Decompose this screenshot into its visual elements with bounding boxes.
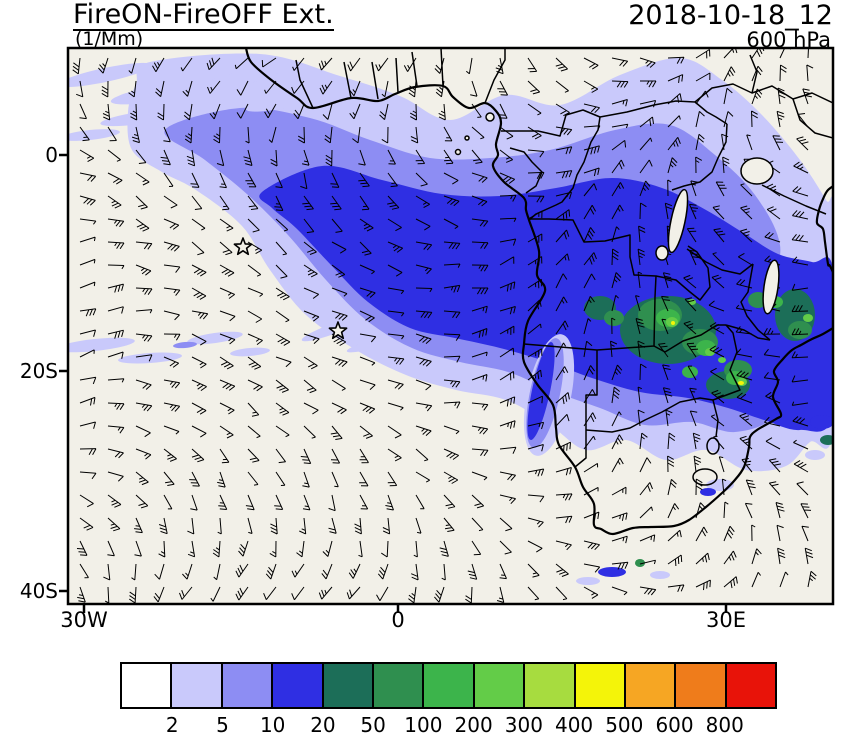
lake-outline bbox=[667, 188, 689, 254]
country-border bbox=[501, 109, 601, 137]
x-axis-tick-label-30w: 30W bbox=[60, 608, 108, 632]
colorbar-cell bbox=[674, 664, 725, 707]
colorbar-cell bbox=[422, 664, 473, 707]
x-axis-tick-label-30e: 30E bbox=[706, 608, 746, 632]
colorbar-cell bbox=[523, 664, 574, 707]
country-border bbox=[295, 59, 314, 109]
map-canvas bbox=[59, 46, 835, 613]
colorbar-tick-label: 50 bbox=[360, 713, 386, 737]
lake-outline bbox=[762, 259, 780, 315]
lake-outline bbox=[740, 157, 774, 185]
colorbar-tick-label: 10 bbox=[259, 713, 286, 737]
country-border bbox=[574, 350, 598, 468]
figure-title: FireON-FireOFF Ext. bbox=[73, 0, 334, 31]
island-outline bbox=[485, 112, 495, 122]
island-outline bbox=[464, 135, 470, 141]
colorbar-tick-label: 20 bbox=[310, 713, 336, 737]
colorbar-tick-label: 100 bbox=[404, 713, 443, 737]
colorbar-cell bbox=[321, 664, 372, 707]
country-border bbox=[655, 245, 711, 301]
star-marker bbox=[233, 237, 253, 256]
country-border bbox=[671, 123, 728, 191]
country-border bbox=[653, 324, 726, 353]
country-border bbox=[528, 116, 601, 221]
x-axis-tick-label-0: 0 bbox=[391, 608, 405, 632]
country-border bbox=[509, 147, 543, 194]
east-africa-coastline bbox=[815, 184, 833, 275]
country-border bbox=[712, 324, 741, 438]
units-label: (1/Mm) bbox=[75, 28, 144, 50]
y-axis-tick-label-20s: 20S bbox=[19, 359, 58, 383]
station-markers bbox=[233, 237, 348, 340]
country-border bbox=[395, 57, 399, 93]
country-border bbox=[529, 218, 657, 298]
colorbar-cell bbox=[271, 664, 322, 707]
star-marker bbox=[328, 321, 348, 340]
colorbar-tick-label: 500 bbox=[605, 713, 644, 737]
colorbar-cell bbox=[573, 664, 624, 707]
country-border bbox=[740, 263, 771, 341]
country-border bbox=[694, 83, 833, 104]
country-border bbox=[585, 397, 714, 433]
colorbar bbox=[120, 662, 777, 709]
colorbar-cell bbox=[371, 664, 423, 707]
colorbar-tick-label: 5 bbox=[216, 713, 229, 737]
colorbar-cell bbox=[220, 664, 272, 707]
colorbar-cell bbox=[472, 664, 524, 707]
colorbar-tick-label: 2 bbox=[165, 713, 179, 737]
island-outline bbox=[454, 148, 462, 156]
country-border bbox=[761, 184, 827, 215]
coastlines-and-borders bbox=[244, 48, 833, 536]
country-border bbox=[484, 48, 506, 104]
y-axis-tick-label-0: 0 bbox=[45, 143, 58, 167]
country-border bbox=[411, 51, 418, 87]
colorbar-tick-label: 200 bbox=[454, 713, 493, 737]
country-border bbox=[343, 61, 352, 99]
colorbar-tick-label: 400 bbox=[554, 713, 594, 737]
y-axis-tick-label-40s: 40S bbox=[19, 579, 58, 603]
colorbar-cell bbox=[170, 664, 221, 707]
country-border bbox=[749, 54, 758, 94]
country-border bbox=[599, 100, 728, 125]
wind-barbs-layer bbox=[72, 48, 817, 604]
colorbar-labels: 2 5 10 20 50 100 200 300 400 500 600 800 bbox=[120, 712, 777, 740]
country-border bbox=[371, 61, 379, 100]
country-border bbox=[792, 98, 833, 139]
colorbar-tick-label: 800 bbox=[705, 713, 744, 737]
colorbar-tick-label: 300 bbox=[504, 713, 543, 737]
colorbar-cell bbox=[623, 664, 675, 707]
swaziland-outline bbox=[706, 437, 720, 455]
country-border bbox=[440, 48, 444, 87]
plot-frame bbox=[59, 46, 835, 613]
valid-datetime: 2018-10-18_12 bbox=[628, 0, 833, 31]
africa-coastline bbox=[244, 48, 833, 536]
lake-outline bbox=[655, 245, 669, 261]
colorbar-cell bbox=[122, 664, 171, 707]
lesotho-outline bbox=[692, 468, 718, 486]
country-border bbox=[725, 324, 771, 341]
colorbar-tick-label: 600 bbox=[655, 713, 694, 737]
colorbar-cell bbox=[724, 664, 776, 707]
country-border bbox=[686, 248, 754, 275]
